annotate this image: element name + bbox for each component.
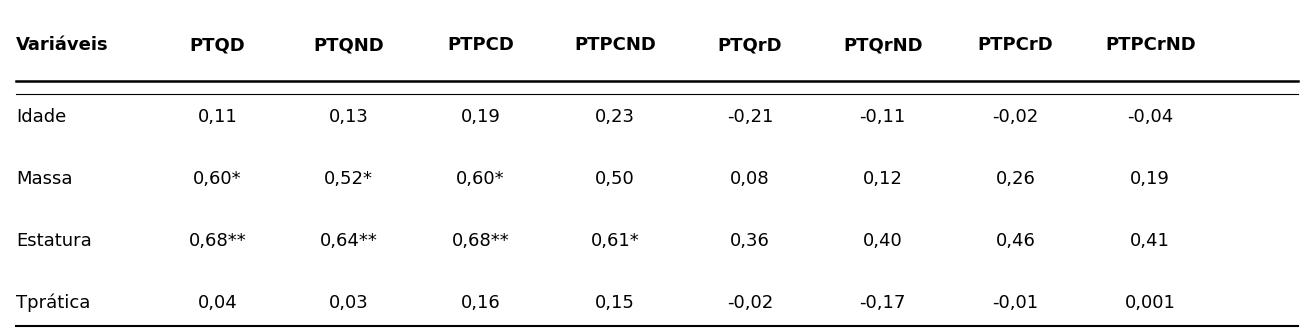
Text: PTPCrD: PTPCrD (978, 36, 1054, 54)
Text: 0,12: 0,12 (863, 170, 903, 188)
Text: 0,50: 0,50 (595, 170, 635, 188)
Text: -0,21: -0,21 (727, 108, 773, 126)
Text: -0,01: -0,01 (992, 294, 1038, 312)
Text: 0,19: 0,19 (1130, 170, 1171, 188)
Text: Variáveis: Variáveis (16, 36, 109, 54)
Text: 0,15: 0,15 (595, 294, 635, 312)
Text: 0,11: 0,11 (197, 108, 238, 126)
Text: 0,61*: 0,61* (591, 232, 640, 250)
Text: 0,52*: 0,52* (325, 170, 373, 188)
Text: -0,11: -0,11 (859, 108, 905, 126)
Text: PTPCND: PTPCND (574, 36, 656, 54)
Text: PTQD: PTQD (189, 36, 246, 54)
Text: -0,17: -0,17 (859, 294, 905, 312)
Text: 0,36: 0,36 (731, 232, 770, 250)
Text: 0,60*: 0,60* (193, 170, 242, 188)
Text: 0,60*: 0,60* (456, 170, 505, 188)
Text: 0,23: 0,23 (595, 108, 635, 126)
Text: PTQrD: PTQrD (717, 36, 782, 54)
Text: PTPCD: PTPCD (447, 36, 514, 54)
Text: 0,46: 0,46 (996, 232, 1035, 250)
Text: -0,02: -0,02 (992, 108, 1038, 126)
Text: 0,68**: 0,68** (188, 232, 246, 250)
Text: 0,19: 0,19 (460, 108, 501, 126)
Text: 0,001: 0,001 (1125, 294, 1176, 312)
Text: 0,64**: 0,64** (319, 232, 378, 250)
Text: 0,40: 0,40 (863, 232, 903, 250)
Text: Idade: Idade (16, 108, 66, 126)
Text: 0,08: 0,08 (731, 170, 770, 188)
Text: 0,13: 0,13 (328, 108, 369, 126)
Text: -0,02: -0,02 (727, 294, 773, 312)
Text: 0,41: 0,41 (1130, 232, 1171, 250)
Text: -0,04: -0,04 (1127, 108, 1173, 126)
Text: 0,04: 0,04 (197, 294, 238, 312)
Text: 0,68**: 0,68** (452, 232, 510, 250)
Text: Tprática: Tprática (16, 294, 91, 312)
Text: PTQND: PTQND (314, 36, 384, 54)
Text: 0,03: 0,03 (328, 294, 369, 312)
Text: 0,26: 0,26 (996, 170, 1035, 188)
Text: Massa: Massa (16, 170, 72, 188)
Text: 0,16: 0,16 (460, 294, 501, 312)
Text: PTQrND: PTQrND (842, 36, 922, 54)
Text: Estatura: Estatura (16, 232, 92, 250)
Text: PTPCrND: PTPCrND (1105, 36, 1196, 54)
